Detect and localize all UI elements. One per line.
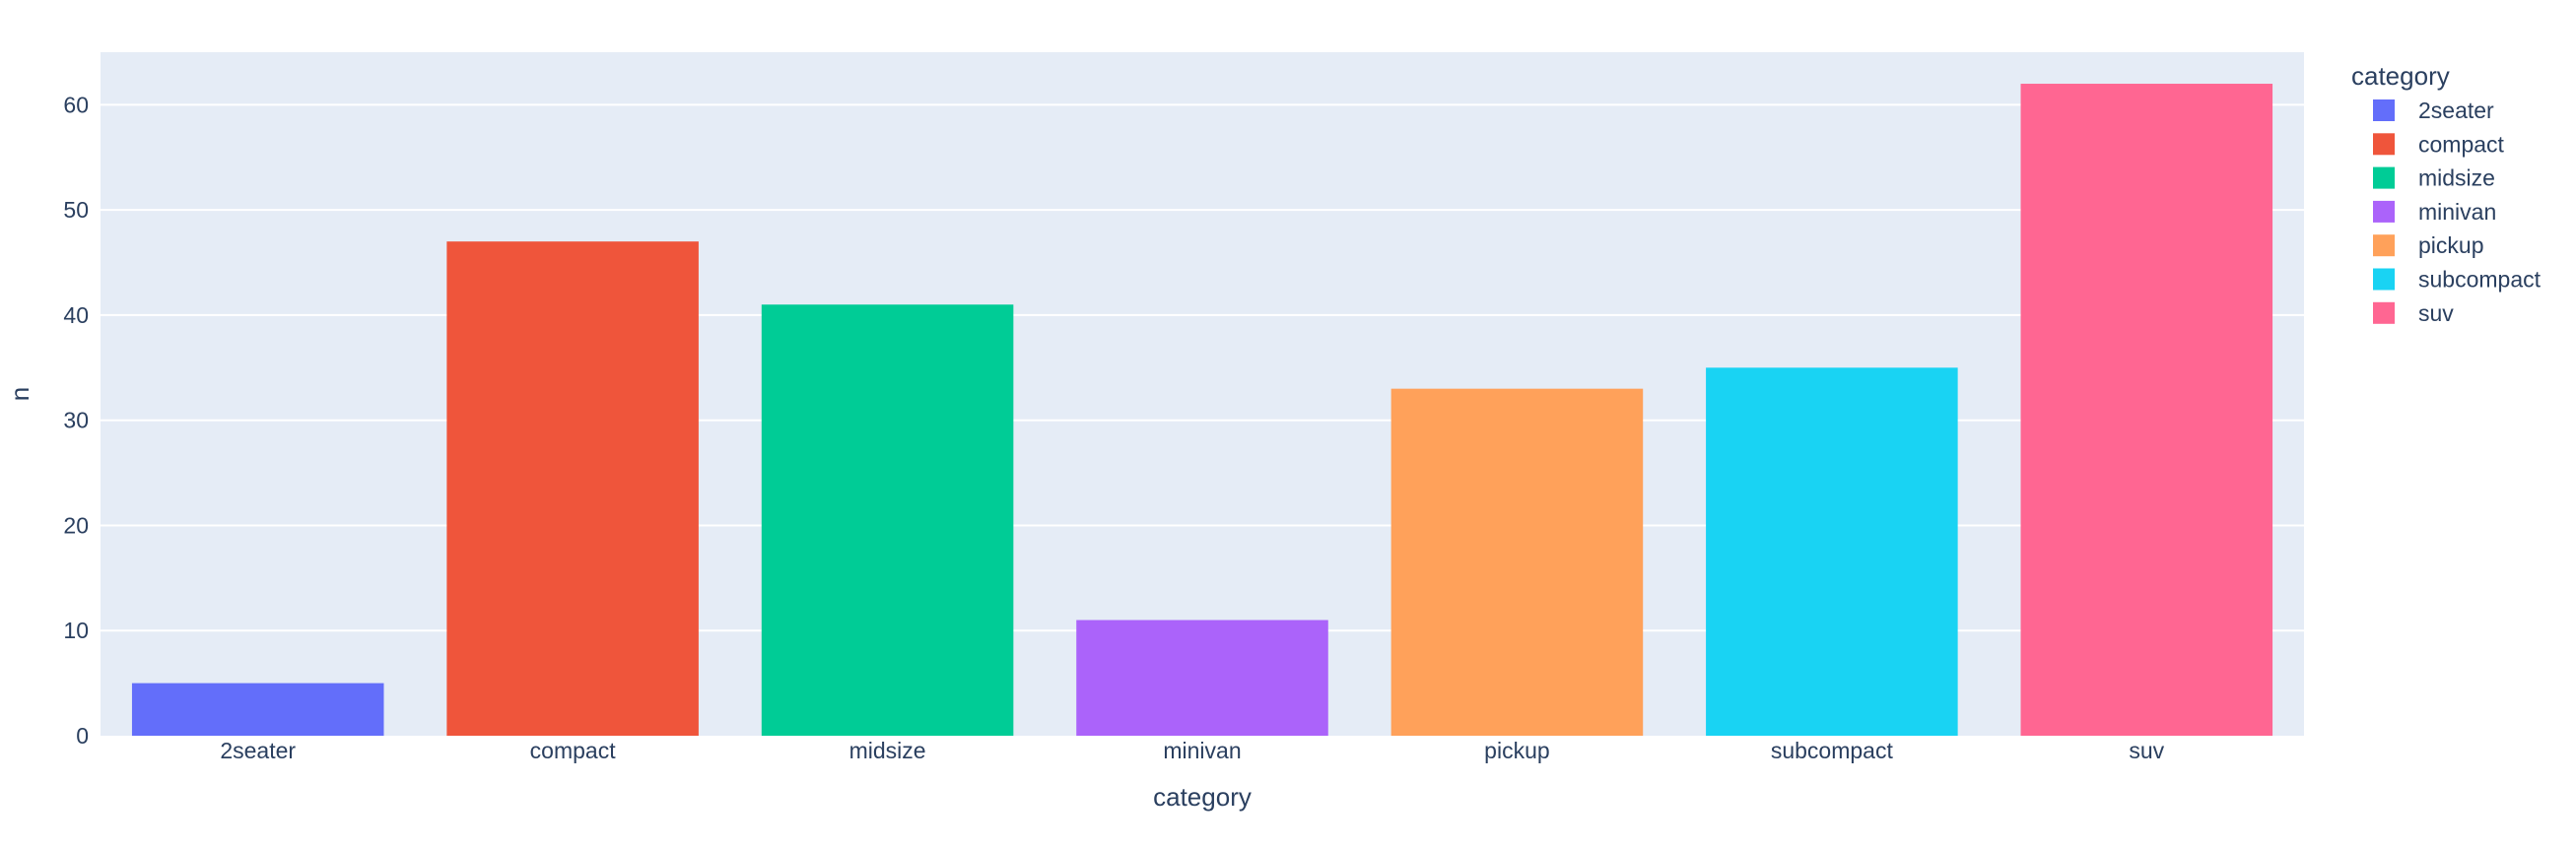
x-tick-label: subcompact: [1771, 738, 1894, 763]
legend-label[interactable]: midsize: [2418, 165, 2495, 191]
legend-label[interactable]: compact: [2418, 131, 2505, 157]
legend-label[interactable]: suv: [2418, 300, 2454, 326]
legend-swatch-subcompact[interactable]: [2373, 268, 2395, 291]
y-axis-label: n: [5, 387, 34, 401]
y-tick-label: 30: [63, 408, 89, 433]
bar-subcompact: [1706, 367, 1958, 736]
x-tick-label: compact: [530, 738, 617, 763]
y-tick-label: 60: [63, 92, 89, 117]
x-tick-label: minivan: [1163, 738, 1241, 763]
x-tick-label: pickup: [1484, 738, 1549, 763]
x-tick-label: midsize: [849, 738, 926, 763]
y-axis-ticks: 0 10 20 30 40 50 60: [63, 92, 89, 749]
legend-title: category: [2351, 61, 2450, 91]
bar-compact: [446, 241, 699, 736]
bars: [131, 84, 2273, 737]
legend-swatch-minivan[interactable]: [2373, 200, 2395, 223]
legend-label[interactable]: minivan: [2418, 199, 2496, 225]
legend-label[interactable]: pickup: [2418, 232, 2483, 258]
y-tick-label: 0: [76, 723, 89, 749]
bar-suv: [2020, 84, 2273, 737]
x-tick-label: 2seater: [220, 738, 296, 763]
y-tick-label: 50: [63, 197, 89, 223]
x-axis-label: category: [1153, 782, 1252, 812]
legend-label[interactable]: 2seater: [2418, 98, 2494, 123]
x-tick-label: suv: [2129, 738, 2164, 763]
legend-swatch-2seater[interactable]: [2373, 99, 2395, 121]
y-tick-label: 40: [63, 302, 89, 328]
bar-pickup: [1390, 388, 1644, 736]
legend-swatch-suv[interactable]: [2373, 301, 2395, 324]
legend-swatch-midsize[interactable]: [2373, 166, 2395, 189]
legend-label[interactable]: subcompact: [2418, 267, 2542, 293]
y-tick-label: 10: [63, 618, 89, 643]
legend: category 2seater compact midsize minivan pic…: [2351, 61, 2542, 326]
x-axis-ticks: 2seater compact midsize minivan pickup subcom…: [220, 738, 2164, 763]
bar-2seater: [131, 683, 384, 736]
legend-swatch-compact[interactable]: [2373, 133, 2395, 156]
y-tick-label: 20: [63, 512, 89, 538]
bar-minivan: [1076, 620, 1328, 736]
bar-midsize: [761, 304, 1014, 736]
legend-swatch-pickup[interactable]: [2373, 234, 2395, 257]
